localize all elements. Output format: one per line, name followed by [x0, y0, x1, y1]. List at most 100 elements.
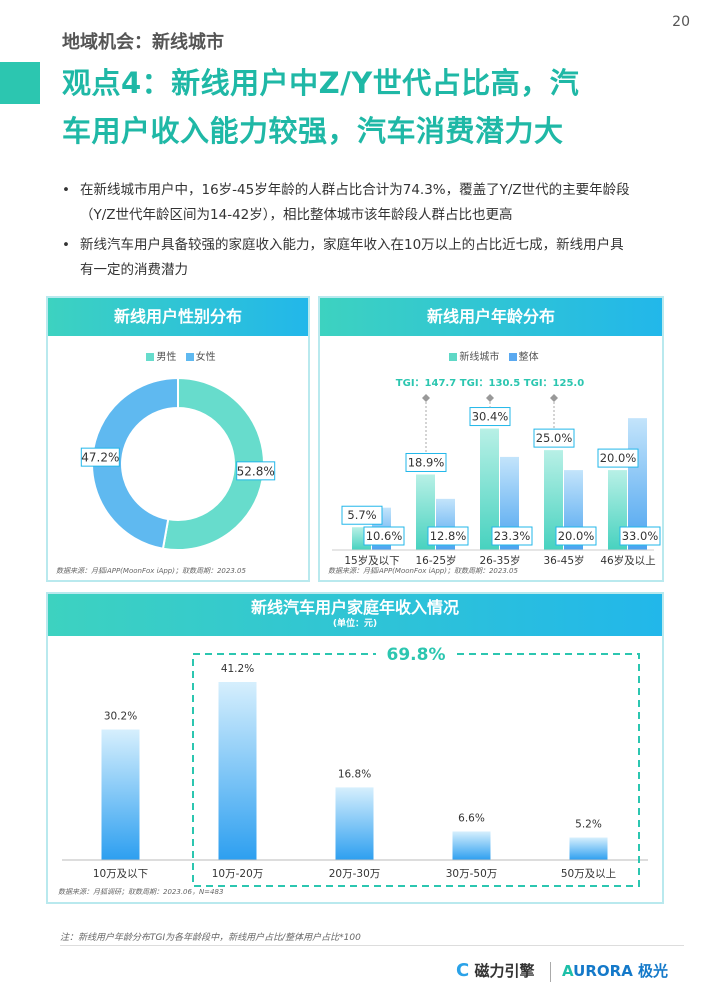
income-category-label: 30万-50万	[446, 868, 498, 880]
income-chart-title: 新线汽车用户家庭年收入情况	[250, 598, 459, 617]
age-value-label-newline: 20.0%	[600, 451, 637, 465]
age-label-box	[491, 526, 533, 546]
gender-donut-chart: 52.8% 47.2%	[80, 376, 276, 551]
cili-logo-mark: C	[456, 960, 470, 981]
bullet-2: • 新线汽车用户具备较强的家庭收入能力，家庭年收入在10万以上的占比近七成，新线…	[62, 233, 670, 283]
income-chart-header: 新线汽车用户家庭年收入情况 (单位：元)	[48, 594, 662, 636]
income-bar	[101, 729, 140, 860]
age-label-box	[341, 505, 383, 525]
age-value-label-overall: 12.8%	[430, 529, 467, 543]
age-value-label-newline: 30.4%	[472, 410, 509, 424]
legend-male: 男性	[156, 352, 177, 363]
gender-chart-panel: 新线用户性别分布 男性 女性 52.8% 47.2% 数据来源：月狐iAPP(Mo…	[46, 296, 310, 582]
age-value-label-overall: 23.3%	[494, 529, 531, 543]
income-value-label: 6.6%	[458, 812, 485, 824]
income-category-label: 50万及以上	[561, 868, 616, 880]
bullet-2-line-1: 新线汽车用户具备较强的家庭收入能力，家庭年收入在10万以上的占比近七成，新线用户…	[80, 237, 624, 253]
age-bar-newline	[480, 428, 499, 550]
income-category-label: 10万-20万	[212, 868, 264, 880]
income-source: 数据来源：月狐调研；取数周期：2023.06，N=483	[58, 888, 224, 896]
donut-label-box	[80, 447, 120, 467]
logo-separator	[550, 962, 551, 982]
income-highlight-label: 69.8%	[387, 645, 446, 665]
legend-swatch-female	[185, 353, 194, 361]
age-legend: 新线城市 整体	[320, 348, 662, 363]
cili-engine-logo: C 磁力引擎	[456, 960, 534, 981]
aurora-logo-mark: A	[562, 962, 574, 980]
age-category-label: 26-35岁	[479, 554, 520, 567]
age-bar-newline	[544, 450, 563, 550]
bullet-dot: •	[62, 237, 70, 253]
income-chart-unit: (单位：元)	[332, 619, 378, 629]
tgi-annotation: TGI：147.7	[396, 378, 456, 389]
donut-slice-男性	[161, 376, 265, 551]
donut-label-box	[236, 461, 276, 481]
donut-value-label: 47.2%	[81, 451, 119, 465]
age-label-box	[555, 526, 597, 546]
age-label-box	[363, 526, 405, 546]
section-label: 地域机会：新线城市	[62, 32, 224, 53]
accent-bar	[0, 62, 40, 104]
income-value-label: 30.2%	[104, 711, 137, 723]
income-bar	[218, 682, 257, 860]
legend-swatch-male	[146, 353, 155, 361]
age-label-box	[427, 526, 469, 546]
age-value-label-newline: 5.7%	[347, 508, 376, 522]
bullet-1-line-2: （Y/Z世代年龄区间为14-42岁），相比整体城市该年龄段人群占比也更高	[80, 207, 513, 223]
age-source: 数据来源：月狐iAPP(MoonFox iApp)；取数周期：2023.05	[328, 567, 518, 575]
page-number: 20	[672, 14, 690, 30]
age-value-label-newline: 25.0%	[536, 431, 573, 445]
aurora-logo-text: URORA 极光	[573, 962, 669, 980]
income-chart-panel: 新线汽车用户家庭年收入情况 (单位：元) 30.2% 10万及以下 41.2% 10万…	[46, 592, 664, 904]
age-category-label: 15岁及以下	[344, 554, 399, 567]
legend-newline: 新线城市	[459, 352, 500, 363]
headline-line-1: 观点4：新线用户中Z/Y世代占比高，汽	[62, 66, 580, 100]
legend-overall: 整体	[518, 352, 539, 363]
age-label-box	[597, 448, 639, 468]
age-value-label-overall: 10.6%	[366, 529, 403, 543]
age-chart-panel: 新线用户年龄分布 新线城市 整体 5.7% 10.6% 15岁及以下 18.9% 12.…	[318, 296, 664, 582]
bullet-dot: •	[62, 182, 70, 198]
income-value-label: 5.2%	[575, 819, 602, 831]
age-label-box	[619, 526, 661, 546]
age-label-box	[533, 428, 575, 448]
income-category-label: 20万-30万	[329, 868, 381, 880]
tgi-marker	[486, 394, 494, 402]
bullet-2-line-2: 有一定的消费潜力	[80, 262, 188, 278]
age-value-label-overall: 33.0%	[622, 529, 659, 543]
footer-divider	[60, 945, 684, 946]
tgi-annotation: TGI：125.0	[524, 378, 584, 389]
legend-female: 女性	[195, 352, 216, 363]
age-value-label-overall: 20.0%	[558, 529, 595, 543]
gender-chart-title: 新线用户性别分布	[48, 298, 308, 336]
donut-value-label: 52.8%	[237, 464, 275, 478]
income-bar	[569, 837, 608, 860]
age-value-label-newline: 18.9%	[408, 455, 445, 469]
gender-source: 数据来源：月狐iAPP(MoonFox iApp)；取数周期：2023.05	[56, 567, 246, 575]
footnote: 注：新线用户年龄分布TGI为各年龄段中，新线用户占比/整体用户占比*100	[60, 933, 361, 943]
gender-legend: 男性 女性	[48, 348, 308, 363]
income-bar-chart: 30.2% 10万及以下 41.2% 10万-20万 16.8% 20万-30万 6.6% 3…	[62, 644, 648, 887]
donut-slice-女性	[90, 376, 179, 550]
income-value-label: 41.2%	[221, 663, 254, 675]
legend-swatch-newline	[449, 353, 458, 361]
aurora-logo: AURORA 极光	[562, 960, 668, 981]
headline-line-2: 车用户收入能力较强，汽车消费潜力大	[62, 114, 564, 148]
age-chart-title: 新线用户年龄分布	[320, 298, 662, 336]
age-category-label: 46岁及以上	[600, 554, 655, 567]
income-value-label: 16.8%	[338, 768, 371, 780]
tgi-annotation: TGI：130.5	[460, 378, 520, 389]
income-bar	[452, 831, 491, 860]
age-category-label: 36-45岁	[543, 554, 584, 567]
income-bar	[335, 787, 374, 860]
age-label-box	[405, 452, 447, 472]
tgi-marker	[550, 394, 558, 402]
bullet-1: • 在新线城市用户中，16岁-45岁年龄的人群占比合计为74.3%，覆盖了Y/Z…	[62, 178, 670, 228]
income-category-label: 10万及以下	[93, 868, 148, 880]
cili-logo-text: 磁力引擎	[474, 962, 535, 980]
income-highlight-label-bg	[376, 644, 456, 664]
bullet-1-line-1: 在新线城市用户中，16岁-45岁年龄的人群占比合计为74.3%，覆盖了Y/Z世代…	[80, 182, 630, 198]
legend-swatch-overall	[508, 353, 517, 361]
age-bar-chart: 5.7% 10.6% 15岁及以下 18.9% 12.8% 16-25岁 TGI：147.7…	[332, 378, 661, 567]
age-category-label: 16-25岁	[415, 554, 456, 567]
